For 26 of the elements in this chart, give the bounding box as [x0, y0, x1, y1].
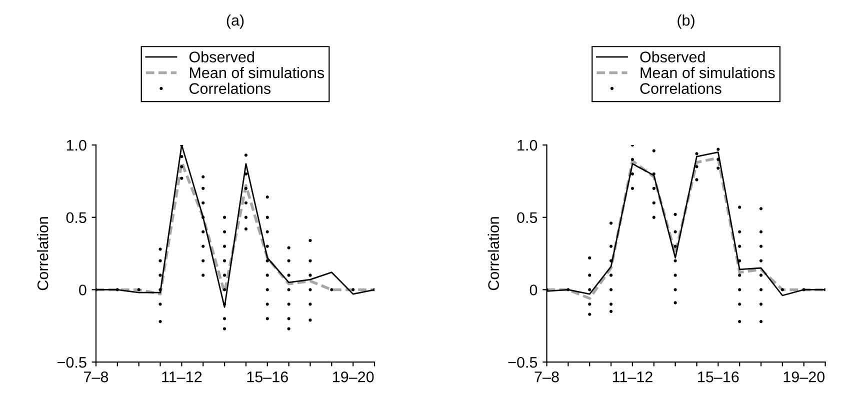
legend-label: Correlations	[640, 82, 722, 94]
chart-title: (b)	[678, 14, 694, 29]
x-tick-label: 15–16	[247, 372, 288, 382]
legend-label: Correlations	[189, 82, 271, 94]
x-tick-label: 19–20	[784, 372, 825, 382]
y-tick-label: 1.0	[518, 140, 538, 151]
y-tick-label: 0	[79, 284, 86, 296]
y-tick-label: −0.5	[58, 356, 86, 368]
legend-label: Observed	[640, 51, 705, 62]
y-tick-label: 0.5	[66, 212, 86, 224]
legend-label: Observed	[189, 51, 254, 62]
x-tick-label: 19–20	[333, 372, 374, 382]
x-tick-label: 11–12	[612, 372, 652, 382]
legend-label: Mean of simulations	[190, 66, 324, 78]
y-tick-label: 0	[530, 284, 538, 296]
y-axis-title: Correlation	[37, 217, 48, 290]
y-axis-title: Correlation	[488, 217, 500, 290]
legend-label: Mean of simulations	[640, 66, 775, 78]
x-tick-label: 7–8	[534, 372, 559, 382]
x-tick-label: 7–8	[84, 372, 108, 382]
y-tick-label: 1.0	[66, 140, 86, 151]
y-tick-label: 0.5	[517, 212, 538, 224]
x-tick-label: 11–12	[162, 372, 202, 382]
chart-title: (a)	[226, 14, 244, 29]
x-tick-label: 15–16	[698, 372, 739, 382]
y-tick-label: −0.5	[508, 356, 538, 368]
